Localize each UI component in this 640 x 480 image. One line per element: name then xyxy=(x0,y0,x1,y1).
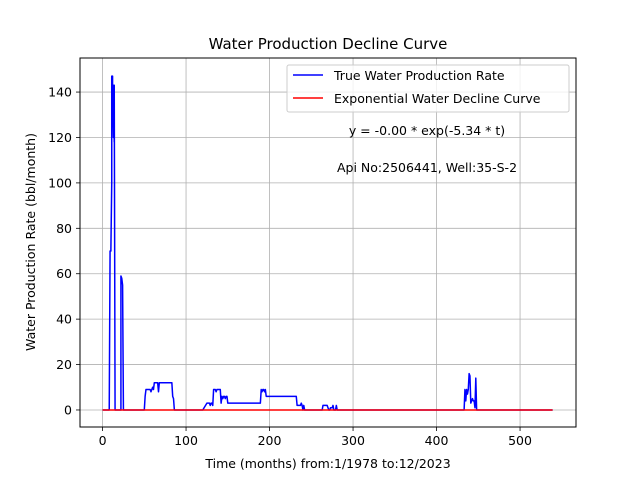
x-tick-label: 400 xyxy=(425,433,449,448)
legend: True Water Production Rate Exponential W… xyxy=(286,64,570,113)
y-tick-label: 0 xyxy=(64,402,72,417)
x-tick-label: 100 xyxy=(174,433,198,448)
series-layer xyxy=(102,75,553,411)
well-annotation: Api No:2506441, Well:35-S-2 xyxy=(337,160,517,175)
y-tick-label: 80 xyxy=(56,221,72,236)
grid-lines xyxy=(80,58,576,427)
legend-label-true-rate: True Water Production Rate xyxy=(333,68,505,83)
equation-annotation: y = -0.00 * exp(-5.34 * t) xyxy=(349,123,505,138)
y-tick-label: 40 xyxy=(56,312,72,327)
y-tick-label: 100 xyxy=(48,175,72,190)
x-tick-label: 300 xyxy=(341,433,365,448)
x-tick-label: 0 xyxy=(99,433,107,448)
x-tick-label: 200 xyxy=(258,433,282,448)
y-tick-label: 20 xyxy=(56,357,72,372)
x-axis-ticks: 0 100 200 300 400 500 xyxy=(99,427,532,448)
true-water-production-rate-line xyxy=(102,75,553,411)
legend-box xyxy=(286,64,570,113)
plot-frame xyxy=(79,57,577,428)
y-axis-label: Water Production Rate (bbl/month) xyxy=(23,133,38,351)
chart-title: Water Production Decline Curve xyxy=(209,35,448,53)
legend-label-exponential: Exponential Water Decline Curve xyxy=(334,91,541,106)
x-axis-label: Time (months) from:1/1978 to:12/2023 xyxy=(204,456,450,471)
x-tick-label: 500 xyxy=(508,433,532,448)
y-axis-ticks: 0 20 40 60 80 100 120 140 xyxy=(48,85,80,417)
y-tick-label: 60 xyxy=(56,266,72,281)
y-tick-label: 140 xyxy=(48,85,72,100)
y-tick-label: 120 xyxy=(48,130,72,145)
